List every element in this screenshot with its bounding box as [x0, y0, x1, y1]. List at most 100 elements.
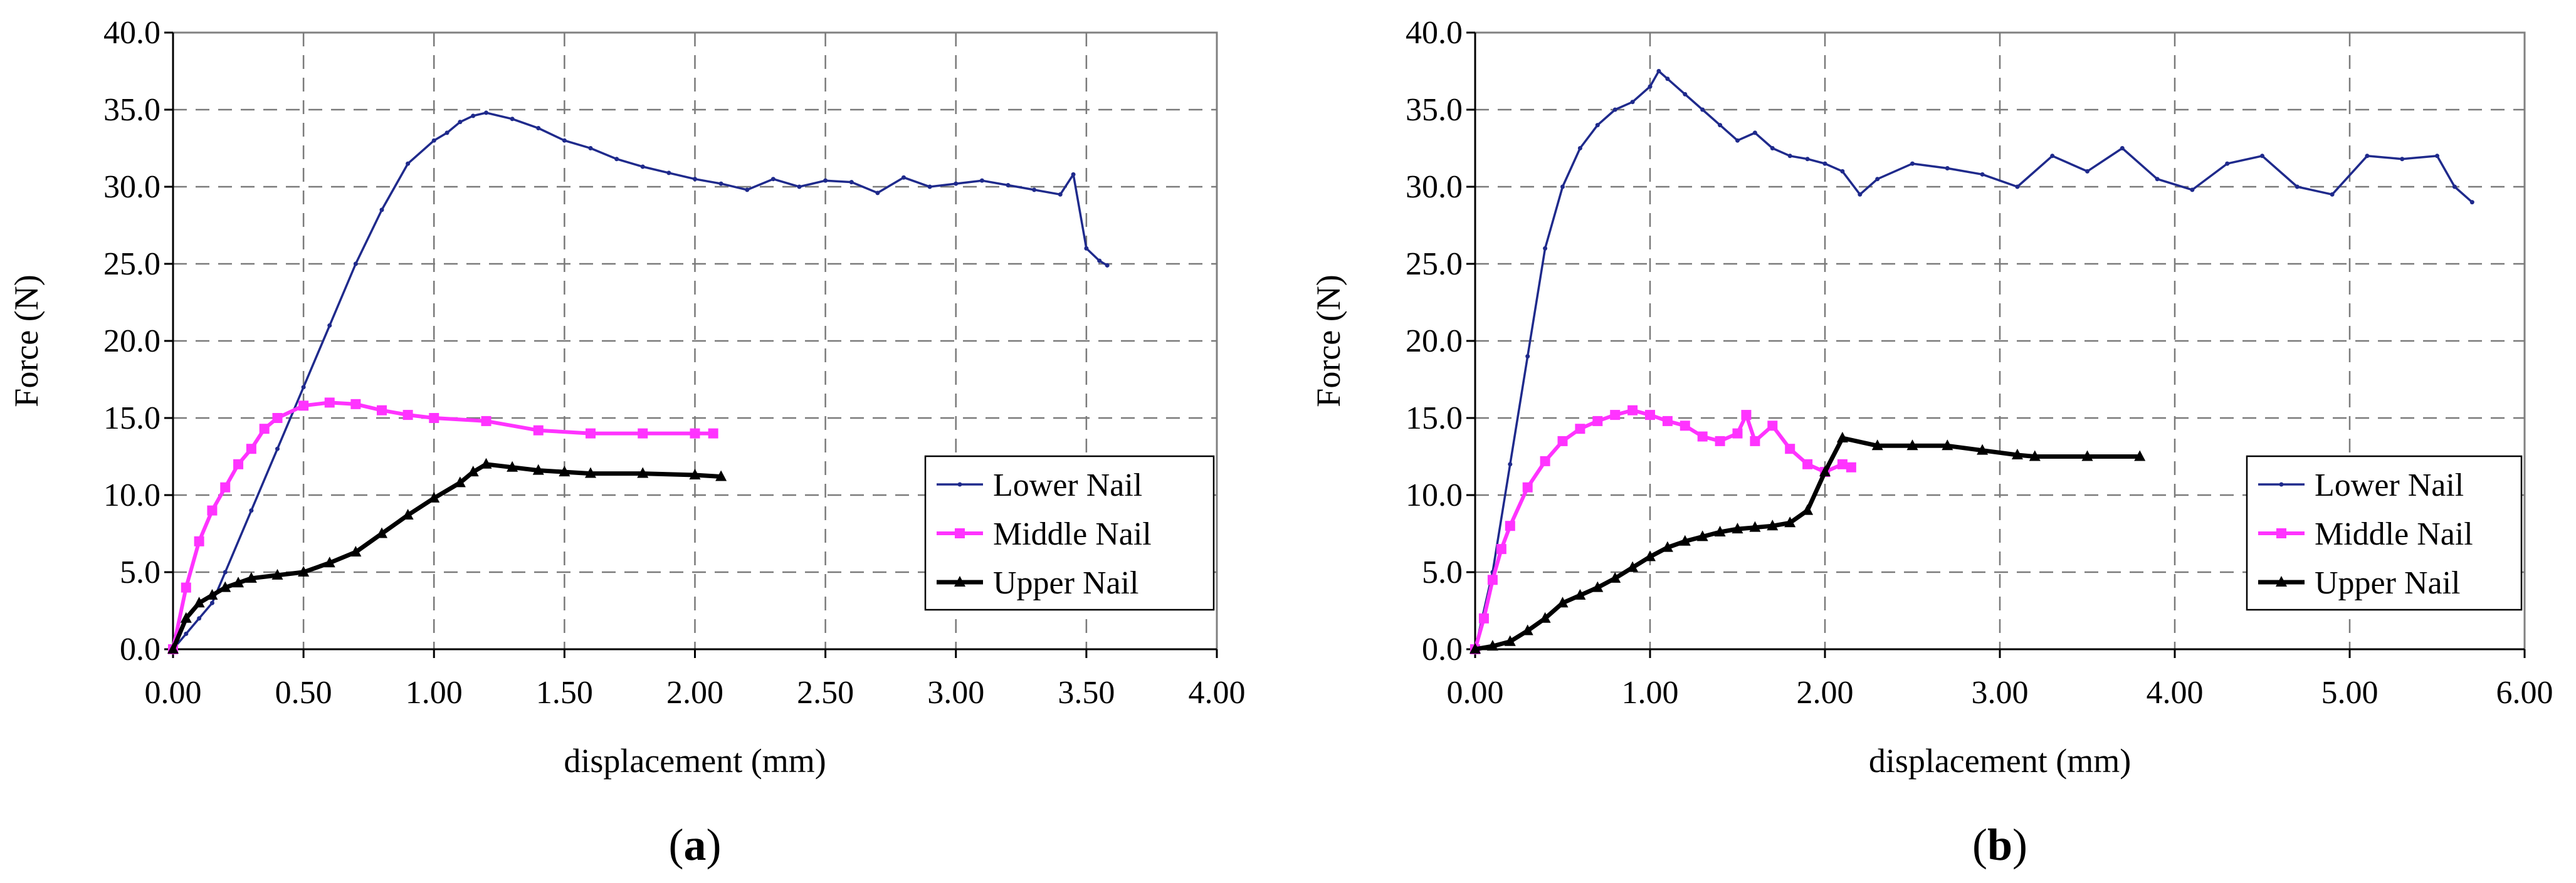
data-point: [1525, 354, 1530, 359]
data-point: [1715, 436, 1725, 446]
data-point: [245, 572, 257, 583]
data-point: [2400, 157, 2405, 162]
data-point: [1767, 520, 1779, 531]
legend-label: Middle Nail: [993, 516, 1152, 552]
y-axis-title: Force (N): [1310, 274, 1347, 407]
data-point: [480, 457, 492, 469]
x-tick-label: 6.00: [2496, 675, 2553, 711]
data-point: [1487, 575, 1498, 585]
data-point: [1574, 588, 1586, 600]
data-point: [481, 415, 492, 426]
y-tick-label: 20.0: [103, 323, 160, 359]
data-point: [586, 428, 596, 439]
data-point: [2029, 450, 2041, 461]
data-point: [350, 399, 361, 409]
data-point: [1980, 172, 1985, 177]
data-point: [532, 464, 544, 475]
data-point: [640, 164, 645, 169]
data-point: [690, 428, 700, 439]
data-point: [206, 588, 218, 600]
data-point: [1097, 258, 1102, 263]
y-tick-label: 35.0: [103, 92, 160, 128]
data-point: [1770, 146, 1775, 150]
panel-label: (a): [669, 820, 722, 870]
data-point: [1648, 84, 1653, 89]
data-point: [638, 428, 648, 439]
data-point: [223, 570, 228, 575]
data-point: [1752, 130, 1757, 135]
y-tick-label: 5.0: [120, 555, 160, 590]
data-point: [327, 323, 332, 328]
data-point: [1478, 613, 1489, 624]
data-point: [1595, 123, 1600, 128]
data-point: [2050, 154, 2055, 159]
data-point: [1540, 456, 1550, 466]
data-point: [1735, 138, 1740, 143]
data-point: [1837, 459, 1848, 469]
data-point: [406, 161, 411, 166]
data-point: [1592, 415, 1603, 426]
data-point: [708, 428, 718, 439]
x-tick-label: 4.00: [1189, 675, 1246, 711]
legend-item: Lower Nail: [2258, 468, 2464, 503]
data-point: [1522, 482, 1533, 493]
data-point: [1945, 165, 1950, 170]
x-tick-label: 3.00: [927, 675, 984, 711]
y-tick-label: 35.0: [1406, 92, 1463, 128]
data-point: [1741, 410, 1752, 421]
data-point: [875, 191, 880, 196]
y-tick-label: 5.0: [1422, 555, 1463, 590]
data-point: [1610, 410, 1621, 421]
data-point: [1714, 526, 1726, 537]
data-point: [2435, 154, 2439, 159]
data-point: [559, 466, 570, 477]
panel-label-letter: a: [684, 820, 707, 870]
y-tick-label: 15.0: [1406, 400, 1463, 436]
data-point: [1504, 635, 1516, 646]
data-point: [1508, 462, 1513, 467]
data-point: [2134, 450, 2146, 461]
series-lower-nail: [1473, 69, 2474, 652]
legend-item: Upper Nail: [2258, 565, 2460, 601]
data-point: [1627, 561, 1639, 572]
x-tick-label: 3.50: [1058, 675, 1115, 711]
data-point: [2190, 187, 2195, 192]
data-point: [1680, 421, 1690, 431]
data-point: [167, 643, 179, 654]
data-point: [1784, 516, 1796, 528]
panel-label-open: (: [669, 820, 684, 870]
y-tick-label: 0.0: [120, 632, 160, 667]
x-tick-label: 1.50: [536, 675, 593, 711]
legend: Lower Nail Middle Nail Upper Nail: [2246, 455, 2523, 611]
data-point: [1977, 444, 1989, 455]
data-point: [197, 616, 202, 621]
data-point: [1661, 541, 1673, 552]
data-point: [233, 459, 244, 469]
data-point: [849, 180, 854, 185]
data-point: [1750, 436, 1760, 446]
data-point: [458, 120, 463, 125]
data-point: [1560, 184, 1565, 189]
data-point: [1105, 263, 1110, 268]
data-point: [1785, 444, 1795, 454]
data-point: [1802, 504, 1814, 515]
data-point: [350, 546, 362, 557]
data-point: [1871, 439, 1883, 451]
data-point: [1683, 91, 1688, 97]
data-point: [1822, 161, 1827, 166]
data-point: [1496, 544, 1506, 555]
data-point: [2011, 449, 2023, 460]
data-point: [823, 178, 828, 183]
data-point: [376, 527, 387, 538]
data-point: [1787, 154, 1792, 159]
data-point: [1749, 521, 1761, 532]
data-point: [1679, 535, 1691, 546]
data-point: [1071, 172, 1076, 177]
data-point: [1084, 246, 1089, 251]
data-point: [927, 184, 932, 189]
legend-item: Lower Nail: [937, 468, 1142, 503]
series-middle-nail: [168, 397, 718, 654]
data-point: [1575, 424, 1585, 434]
x-tick-label: 3.00: [1972, 675, 2029, 711]
